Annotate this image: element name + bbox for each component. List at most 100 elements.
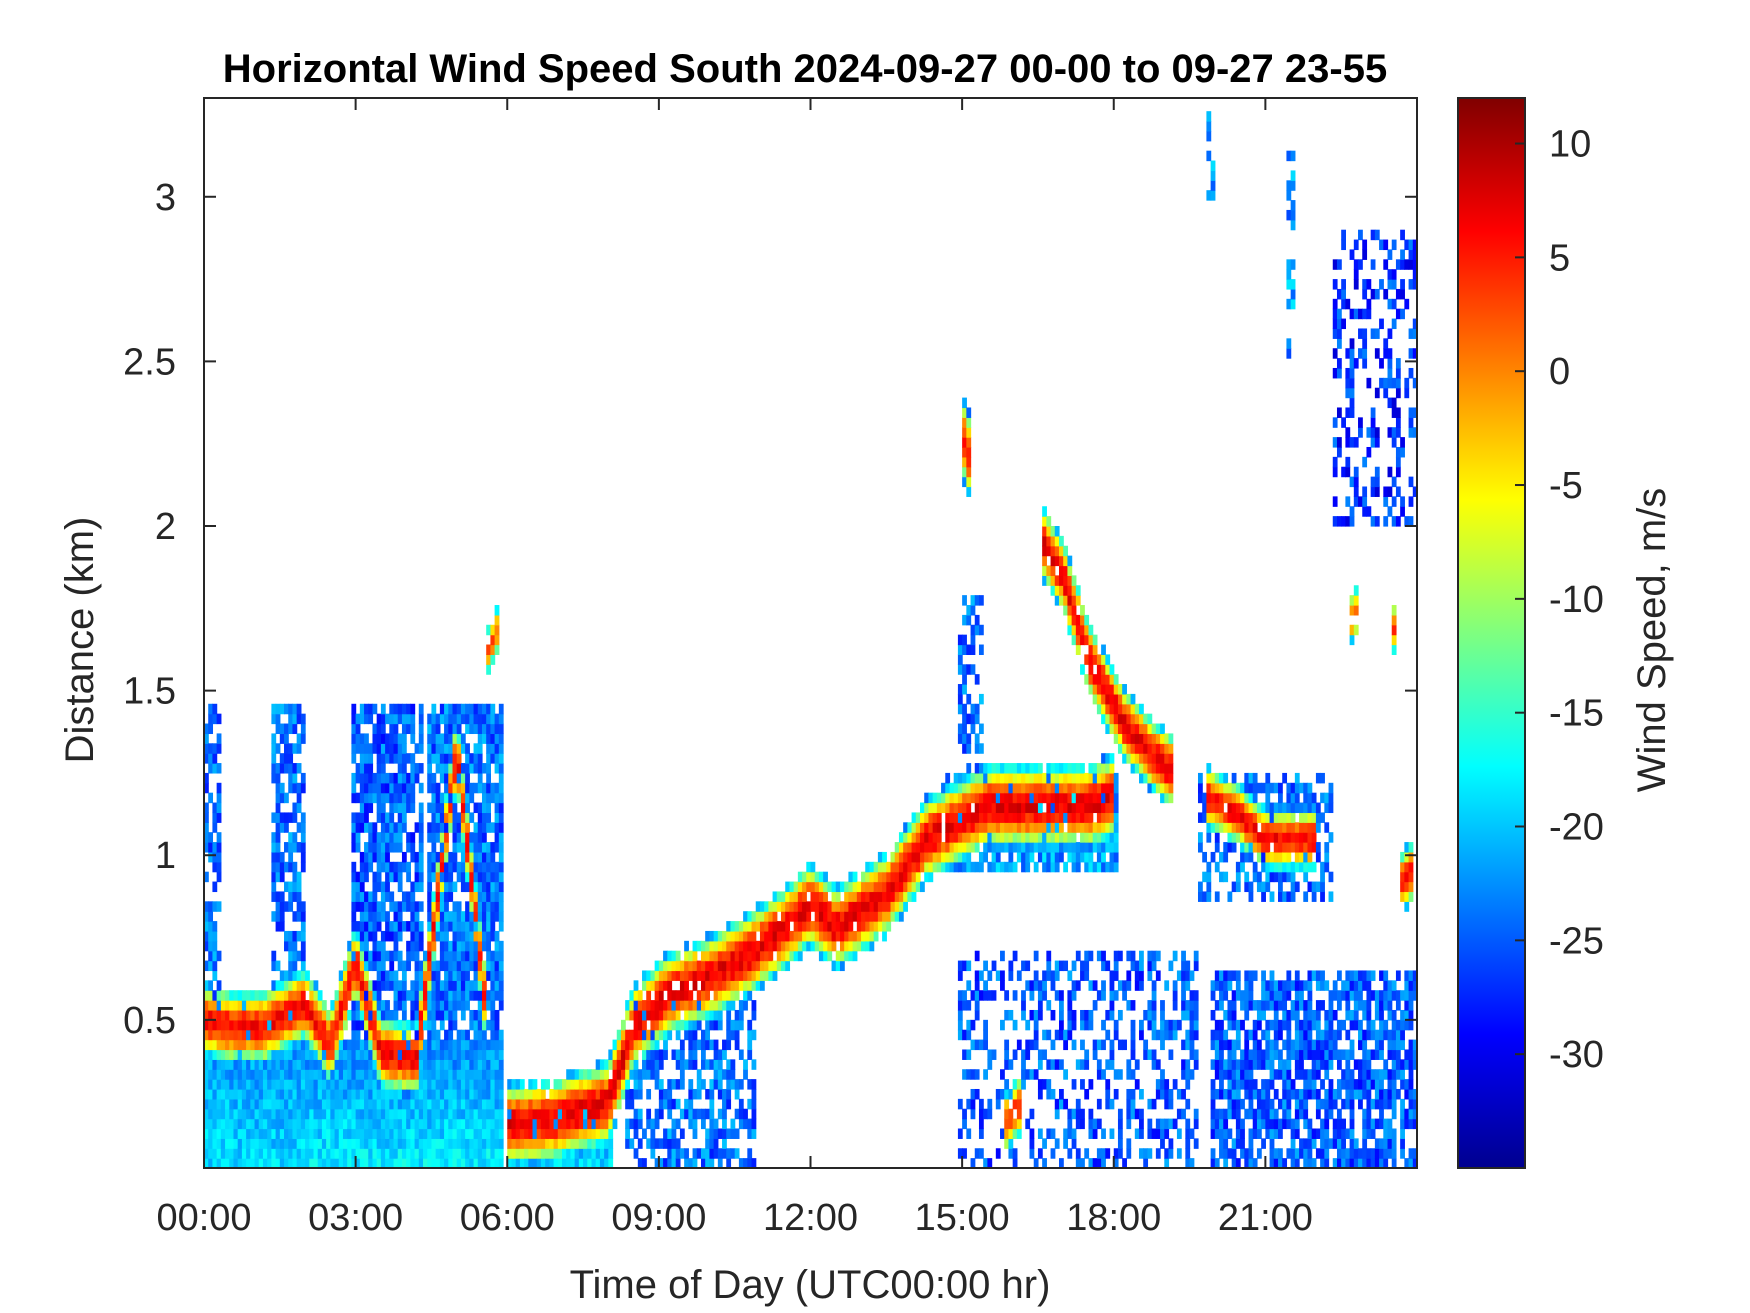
heatmap-cell bbox=[481, 881, 487, 893]
heatmap-cell bbox=[444, 1098, 449, 1110]
heatmap-cell bbox=[355, 1000, 361, 1011]
heatmap-cell bbox=[275, 763, 281, 774]
heatmap-cell bbox=[1008, 832, 1014, 843]
heatmap-cell bbox=[1130, 1069, 1136, 1080]
heatmap-cell bbox=[406, 940, 411, 952]
heatmap-cell bbox=[793, 881, 799, 893]
heatmap-cell bbox=[903, 861, 908, 873]
heatmap-cell bbox=[292, 832, 298, 843]
heatmap-cell bbox=[650, 970, 656, 981]
heatmap-cell bbox=[397, 1118, 403, 1130]
heatmap-cell bbox=[204, 1088, 209, 1100]
heatmap-cell bbox=[389, 1049, 395, 1060]
heatmap-cell bbox=[490, 891, 496, 902]
heatmap-cell bbox=[898, 871, 904, 883]
heatmap-cell bbox=[317, 990, 323, 1001]
heatmap-cell bbox=[1155, 970, 1161, 981]
heatmap-cell bbox=[751, 950, 757, 962]
heatmap-cell bbox=[679, 1148, 685, 1159]
heatmap-cell bbox=[734, 960, 740, 972]
heatmap-cell bbox=[460, 1049, 466, 1060]
heatmap-cell bbox=[987, 772, 993, 784]
heatmap-cell bbox=[978, 772, 984, 784]
heatmap-cell bbox=[734, 1079, 740, 1090]
heatmap-cell bbox=[1101, 950, 1106, 962]
heatmap-cell bbox=[229, 1019, 235, 1031]
heatmap-cell bbox=[1244, 1079, 1250, 1090]
heatmap-cell bbox=[490, 1029, 496, 1041]
heatmap-cell bbox=[1054, 772, 1060, 784]
heatmap-cell bbox=[1071, 960, 1077, 972]
heatmap-cell bbox=[1155, 1059, 1161, 1070]
heatmap-cell bbox=[1248, 1029, 1254, 1041]
heatmap-cell bbox=[431, 782, 437, 794]
heatmap-cell bbox=[423, 1098, 428, 1110]
heatmap-cell bbox=[435, 871, 441, 883]
heatmap-cell bbox=[970, 812, 976, 823]
heatmap-cell bbox=[469, 703, 475, 715]
heatmap-cell bbox=[532, 1158, 538, 1169]
heatmap-cell bbox=[444, 753, 449, 764]
heatmap-cell bbox=[279, 1000, 285, 1011]
heatmap-cell bbox=[448, 1138, 454, 1149]
heatmap-cell bbox=[469, 1158, 475, 1169]
heatmap-cell bbox=[1037, 763, 1043, 774]
heatmap-cell bbox=[212, 753, 218, 764]
heatmap-cell bbox=[1033, 1029, 1039, 1041]
heatmap-cell bbox=[498, 990, 504, 1001]
heatmap-cell bbox=[1109, 723, 1115, 735]
heatmap-cell bbox=[818, 901, 824, 912]
heatmap-cell bbox=[1021, 802, 1026, 814]
heatmap-cell bbox=[1037, 782, 1043, 794]
heatmap-cell bbox=[608, 1098, 614, 1110]
heatmap-cell bbox=[1240, 1128, 1245, 1139]
heatmap-cell bbox=[903, 881, 908, 893]
heatmap-cell bbox=[890, 891, 896, 902]
heatmap-cell bbox=[1101, 713, 1106, 725]
heatmap-cell bbox=[1050, 812, 1056, 823]
heatmap-cell bbox=[284, 930, 289, 942]
heatmap-cell bbox=[1155, 753, 1161, 764]
heatmap-cell bbox=[957, 842, 963, 853]
heatmap-cell bbox=[456, 822, 462, 833]
heatmap-cell bbox=[490, 1118, 496, 1130]
heatmap-cell bbox=[920, 832, 925, 843]
heatmap-cell bbox=[1109, 1128, 1115, 1139]
heatmap-cell bbox=[279, 1079, 285, 1090]
heatmap-cell bbox=[1075, 763, 1081, 774]
heatmap-cell bbox=[288, 970, 294, 981]
heatmap-cell bbox=[1084, 832, 1090, 843]
heatmap-cell bbox=[431, 1098, 437, 1110]
heatmap-cell bbox=[431, 812, 437, 823]
heatmap-cell bbox=[456, 1069, 462, 1080]
heatmap-cell bbox=[1109, 753, 1115, 764]
heatmap-cell bbox=[410, 851, 416, 863]
heatmap-cell bbox=[284, 1019, 289, 1031]
heatmap-cell bbox=[250, 1148, 256, 1159]
heatmap-cell bbox=[633, 1000, 639, 1011]
heatmap-cell bbox=[540, 1128, 546, 1139]
heatmap-cell bbox=[983, 1039, 988, 1051]
heatmap-cell bbox=[435, 723, 441, 735]
heatmap-cell bbox=[452, 960, 458, 972]
heatmap-cell bbox=[688, 1039, 694, 1051]
heatmap-cell bbox=[730, 1000, 736, 1011]
heatmap-cell bbox=[444, 1128, 449, 1139]
heatmap-cell bbox=[473, 1039, 479, 1051]
heatmap-cell bbox=[469, 1098, 475, 1110]
heatmap-cell bbox=[292, 782, 298, 794]
heatmap-cell bbox=[764, 970, 769, 981]
heatmap-cell bbox=[418, 960, 424, 972]
heatmap-cell bbox=[380, 812, 386, 823]
heatmap-cell bbox=[292, 930, 298, 942]
heatmap-cell bbox=[1231, 802, 1237, 814]
heatmap-cell bbox=[823, 901, 828, 912]
heatmap-cell bbox=[1004, 842, 1010, 853]
heatmap-cell bbox=[401, 802, 407, 814]
heatmap-cell bbox=[1160, 723, 1165, 735]
heatmap-cell bbox=[380, 1029, 386, 1041]
heatmap-cell bbox=[932, 822, 938, 833]
heatmap-cell bbox=[498, 812, 504, 823]
heatmap-cell bbox=[759, 911, 765, 922]
heatmap-cell bbox=[1105, 1059, 1111, 1070]
